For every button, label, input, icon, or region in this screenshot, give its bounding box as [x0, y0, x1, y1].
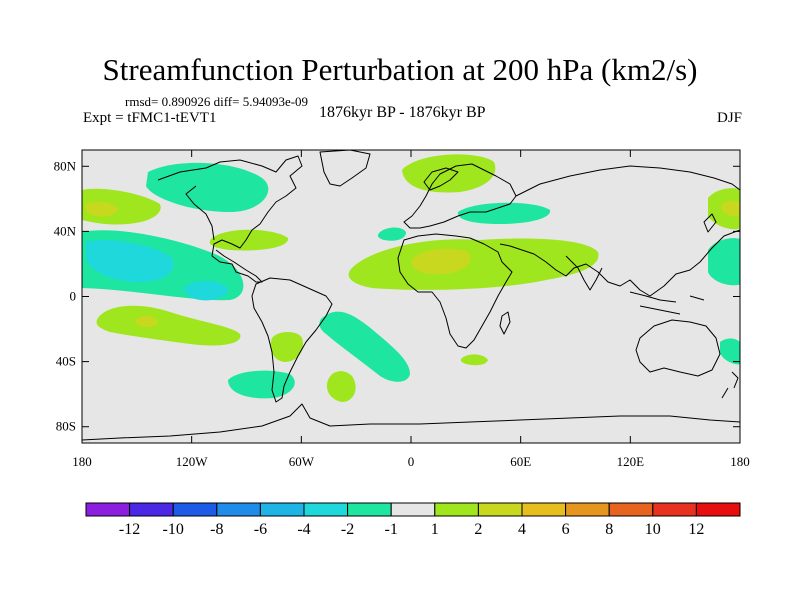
colorbar-swatch: [565, 502, 610, 517]
colorbar-swatch: [477, 502, 523, 517]
colorbar-label: -4: [297, 521, 310, 538]
season-label: DJF: [716, 110, 742, 126]
contour-negative-atlantic-band: [319, 311, 410, 382]
stats-line: rmsd= 0.890926 diff= 5.94093e-09: [125, 94, 309, 109]
contour-positive-sahara-core: [411, 248, 471, 275]
contour-negative-australia: [720, 338, 740, 365]
coastlines: [82, 150, 740, 441]
contour-positive-southeast-pacific: [96, 305, 241, 346]
lat-tick-label: 40S: [56, 354, 76, 369]
colorbar-swatch: [608, 502, 654, 517]
lon-tick-label: 120E: [617, 454, 645, 469]
contour-negative-subtropical-pacific-core: [86, 239, 174, 282]
colorbar-label: -8: [210, 521, 223, 538]
contour-positive-north-pacific-west-core: [85, 201, 118, 217]
colorbar-label: -2: [341, 521, 354, 538]
colorbar-swatch: [521, 502, 567, 517]
contour-negative-south-america: [270, 332, 304, 362]
colorbar-swatch: [129, 502, 174, 517]
colorbar-swatch: [216, 502, 261, 517]
colorbar-label: -12: [119, 521, 140, 538]
contour-negative-north-atlantic: [377, 227, 406, 241]
contour-negative-gulf-of-mexico: [209, 229, 289, 251]
lat-tick-label: 40N: [54, 223, 77, 238]
map-title: Streamfunction Perturbation at 200 hPa (…: [102, 52, 698, 87]
contour-positive-sahara: [348, 238, 599, 290]
colorbar-label: -1: [385, 521, 398, 538]
lat-tick-label: 0: [70, 289, 77, 304]
lon-tick-label: 60E: [510, 454, 531, 469]
lon-tick-label: 180: [730, 454, 750, 469]
contour-positive-southeast-pacific-core: [135, 315, 158, 328]
colorbar-swatch: [172, 502, 218, 517]
lat-tick-label: 80S: [56, 419, 76, 434]
colorbar: -12 -10 -8 -6 -4 -2 -1 1 2 4 6 8 10 12: [85, 502, 741, 538]
colorbar-label: 2: [474, 521, 482, 538]
lon-tick-label: 120W: [176, 454, 209, 469]
colorbar-label: 12: [688, 521, 704, 538]
colorbar-label: -10: [163, 521, 184, 538]
colorbar-label: -6: [254, 521, 267, 538]
colorbar-swatch: [652, 502, 697, 517]
contour-negative-south-atlantic-west: [228, 370, 295, 399]
colorbar-swatch: [303, 502, 349, 517]
colorbar-label: 1: [431, 521, 439, 538]
lon-axis: 180 120W 60W 0 60E 120E 180: [72, 150, 750, 469]
colorbar-label: 10: [645, 521, 661, 538]
contour-negative-europe: [457, 202, 551, 224]
lat-tick-label: 80N: [54, 158, 77, 173]
colorbar-swatch: [347, 502, 392, 517]
colorbar-label: 8: [605, 521, 613, 538]
colorbar-swatch: [85, 502, 131, 517]
contour-negative-equatorial-pacific: [184, 280, 229, 301]
contour-negative-west-pacific: [708, 238, 740, 286]
contour-negative-south-atlantic-east: [326, 371, 356, 402]
contour-negative-north-pacific: [146, 162, 269, 212]
lon-tick-label: 0: [408, 454, 415, 469]
lat-axis: 80N 40N 0 40S 80S: [54, 158, 740, 434]
colorbar-label: 4: [518, 521, 526, 538]
colorbar-swatch: [390, 502, 436, 517]
experiment-label: Expt = tFMC1-tEVT1: [83, 110, 217, 126]
period-label: 1876kyr BP - 1876kyr BP: [319, 104, 486, 121]
contour-positive-indian-ocean: [460, 354, 488, 366]
colorbar-swatch: [434, 502, 479, 517]
contour-positive-east-pacific-core: [722, 201, 740, 217]
colorbar-swatch: [695, 502, 741, 517]
colorbar-swatch: [259, 502, 305, 517]
lon-tick-label: 60W: [289, 454, 315, 469]
lon-tick-label: 180: [72, 454, 92, 469]
colorbar-label: 6: [562, 521, 570, 538]
